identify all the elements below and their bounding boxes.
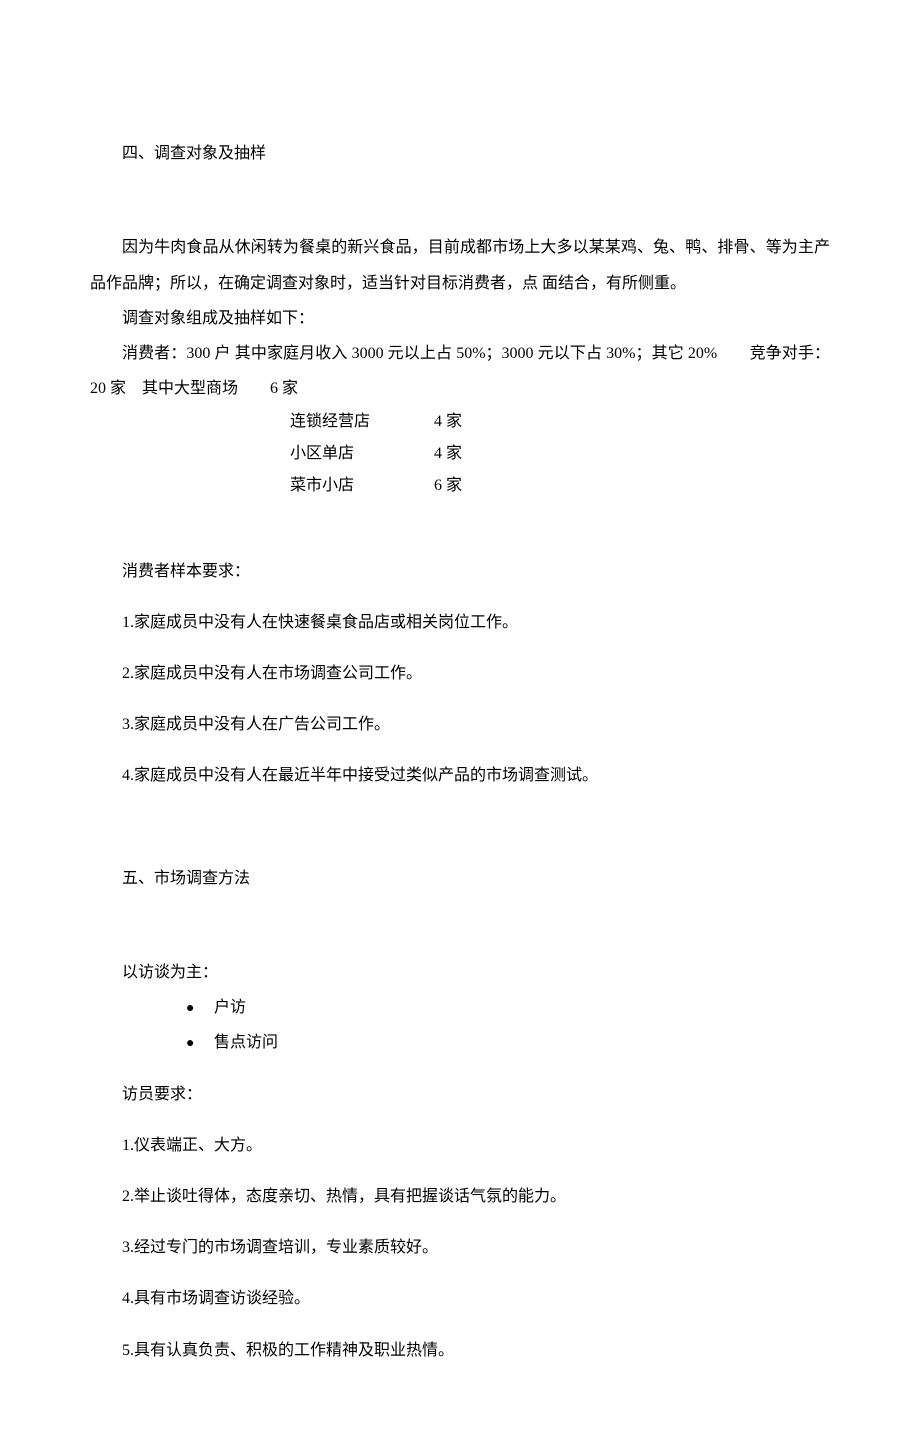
document-page: 四、调查对象及抽样 因为牛肉食品从休闲转为餐桌的新兴食品，目前成都市场上大多以某… xyxy=(0,0,920,1444)
section-5-paragraph-1: 以访谈为主： xyxy=(90,955,830,990)
section-4-paragraph-2: 调查对象组成及抽样如下： xyxy=(90,301,830,336)
sample-req-item: 4.家庭成员中没有人在最近半年中接受过类似产品的市场调查测试。 xyxy=(90,758,830,793)
section-4-paragraph-3: 消费者：300 户 其中家庭月收入 3000 元以上占 50%；3000 元以下… xyxy=(90,336,830,406)
spacer xyxy=(90,920,830,955)
bullet-item: 户访 xyxy=(186,990,830,1025)
interviewer-req-item: 5.具有认真负责、积极的工作精神及职业热情。 xyxy=(90,1333,830,1368)
competitor-table: 连锁经营店 4 家 小区单店 4 家 菜市小店 6 家 xyxy=(290,406,830,502)
method-bullets: 户访 售点访问 xyxy=(90,990,830,1060)
sample-req-item: 2.家庭成员中没有人在市场调查公司工作。 xyxy=(90,656,830,691)
table-cell-name: 菜市小店 xyxy=(290,470,434,502)
table-cell-name: 连锁经营店 xyxy=(290,406,434,438)
section-4-paragraph-1: 因为牛肉食品从休闲转为餐桌的新兴食品，目前成都市场上大多以某某鸡、兔、鸭、排骨、… xyxy=(90,230,830,300)
table-row: 小区单店 4 家 xyxy=(290,438,830,470)
interviewer-req-item: 1.仪表端正、大方。 xyxy=(90,1128,830,1163)
table-row: 连锁经营店 4 家 xyxy=(290,406,830,438)
bullet-item: 售点访问 xyxy=(186,1025,830,1060)
table-cell-count: 4 家 xyxy=(434,438,498,470)
spacer xyxy=(90,502,830,537)
interviewer-req-item: 3.经过专门的市场调查培训，专业素质较好。 xyxy=(90,1230,830,1265)
table-cell-count: 6 家 xyxy=(434,470,498,502)
interviewer-req-item: 2.举止谈吐得体，态度亲切、热情，具有把握谈话气氛的能力。 xyxy=(90,1179,830,1214)
sample-req-item: 3.家庭成员中没有人在广告公司工作。 xyxy=(90,707,830,742)
section-5-heading: 五、市场调查方法 xyxy=(90,861,830,896)
interviewer-req-item: 4.具有市场调查访谈经验。 xyxy=(90,1281,830,1316)
spacer xyxy=(90,809,830,844)
spacer xyxy=(90,195,830,230)
section-4-heading: 四、调查对象及抽样 xyxy=(90,136,830,171)
interviewer-req-heading: 访员要求： xyxy=(90,1077,830,1112)
sample-req-heading: 消费者样本要求： xyxy=(90,554,830,589)
table-cell-count: 4 家 xyxy=(434,406,498,438)
sample-req-item: 1.家庭成员中没有人在快速餐桌食品店或相关岗位工作。 xyxy=(90,605,830,640)
table-cell-name: 小区单店 xyxy=(290,438,434,470)
table-row: 菜市小店 6 家 xyxy=(290,470,830,502)
